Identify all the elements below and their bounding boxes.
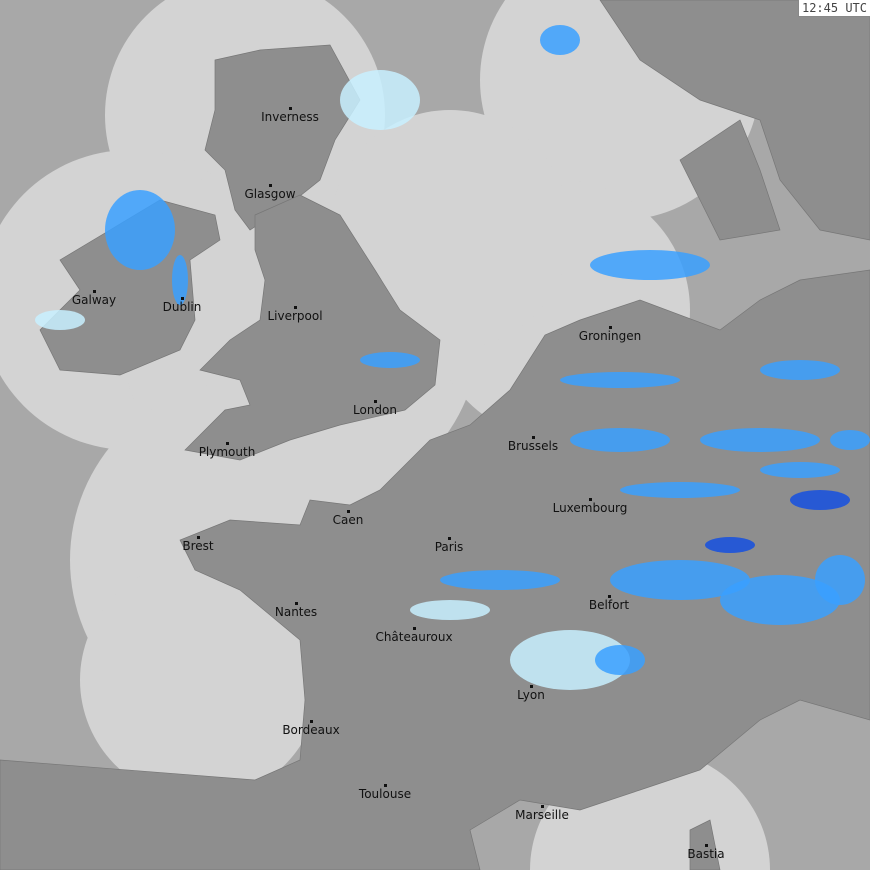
rain-cell [760,360,840,380]
rain-cell [700,428,820,452]
city-label: Marseille [515,808,569,822]
scandinavia [599,0,870,241]
city-label: Brest [182,539,214,553]
rain-cell [590,250,710,280]
city-label: Bordeaux [282,723,340,737]
ireland [39,199,221,376]
city-marker [181,297,184,300]
rain-cell [172,255,188,305]
city-label: London [353,403,397,417]
city-label: Belfort [588,598,630,612]
city-marker [609,326,612,329]
precipitation-layer [35,25,870,690]
city-marker [289,107,292,110]
city-label: Bastia [687,847,725,861]
rain-cell [815,555,865,605]
city-marker [347,510,350,513]
city-label: Luxembourg [552,501,628,515]
rain-cell [360,352,420,368]
denmark [679,119,781,241]
city-label: Glasgow [244,187,296,201]
city-label: Toulouse [358,787,412,801]
england-wales [184,194,441,461]
rain-cell [790,490,850,510]
rain-cell [560,372,680,388]
city-label: Liverpool [267,309,323,323]
rain-cell [410,600,490,620]
city-marker [705,844,708,847]
city-label: Groningen [578,329,642,343]
timestamp: 12:45 UTC [797,0,870,17]
city-marker [589,498,592,501]
city-label: Dublin [162,300,202,314]
rain-cell [35,310,85,330]
rain-cell [720,575,840,625]
city-label: Caen [332,513,364,527]
rain-cell [705,537,755,553]
city-marker [413,627,416,630]
continent [0,269,870,870]
city-marker [295,602,298,605]
rain-cell [540,25,580,55]
city-marker [530,685,533,688]
city-label: Nantes [274,605,318,619]
city-label: Châteauroux [375,630,453,644]
city-marker [226,442,229,445]
city-marker [197,536,200,539]
rain-cell [570,428,670,452]
rain-cell [510,630,630,690]
city-label: Inverness [261,110,319,124]
rain-cell [340,70,420,130]
rain-cell [105,190,175,270]
rain-cell [760,462,840,478]
rain-cell [620,482,740,498]
city-marker [608,595,611,598]
city-label: Lyon [517,688,545,702]
city-label: Galway [71,293,117,307]
city-marker [384,784,387,787]
city-marker [269,184,272,187]
city-marker [541,805,544,808]
rain-cell [440,570,560,590]
city-label: Paris [434,540,464,554]
city-marker [310,720,313,723]
rain-cell [610,560,750,600]
rain-cell [595,645,645,675]
city-marker [374,400,377,403]
city-marker [93,290,96,293]
rain-cell [830,430,870,450]
city-label: Plymouth [198,445,256,459]
city-marker [294,306,297,309]
city-marker [532,436,535,439]
city-label: Brussels [507,439,559,453]
city-marker [448,537,451,540]
